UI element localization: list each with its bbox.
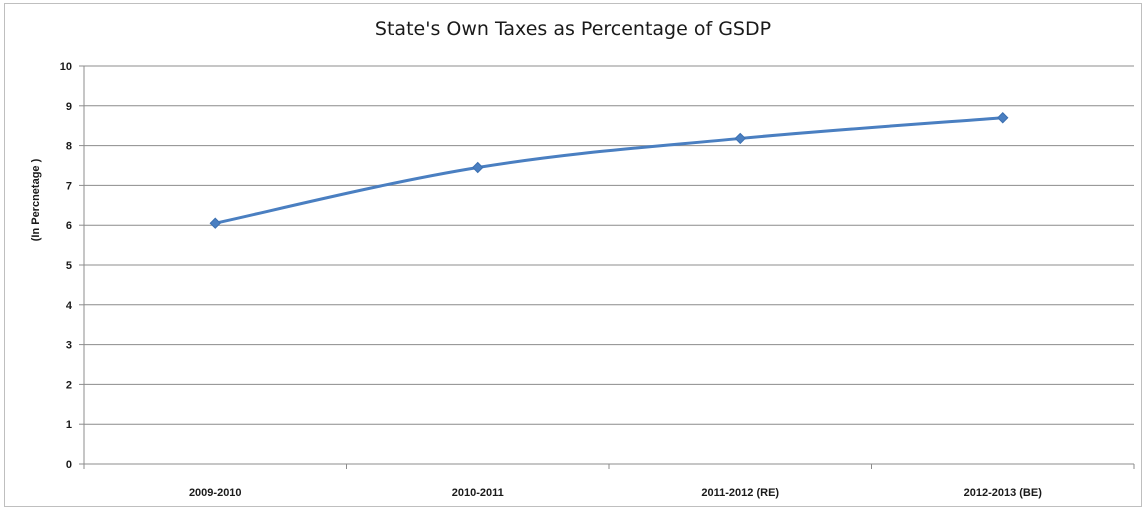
- data-point-marker: [472, 161, 484, 174]
- y-tick-label: 3: [66, 340, 72, 352]
- y-tick-label: 0: [66, 459, 72, 471]
- x-tick-label: 2012-2013 (BE): [964, 487, 1043, 499]
- gridlines: [79, 65, 1134, 465]
- y-tick-label: 6: [66, 220, 72, 232]
- x-tick-label: 2011-2012 (RE): [701, 487, 779, 499]
- data-point-marker: [734, 132, 746, 145]
- chart-title: State's Own Taxes as Percentage of GSDP: [374, 18, 772, 40]
- y-tick-label: 2: [66, 379, 72, 391]
- series-group: [209, 112, 1009, 229]
- y-tick-label: 9: [66, 101, 72, 113]
- x-tick-label: 2009-2010: [189, 487, 242, 499]
- x-tick-labels: 2009-2010 2010-2011 2011-2012 (RE) 2012-201…: [189, 487, 1042, 499]
- y-tick-label: 4: [66, 300, 73, 312]
- y-tick-labels: 0 1 2 3 4 5 6 7 8 9 10: [60, 61, 73, 471]
- y-tick-label: 10: [60, 61, 72, 73]
- y-tick-label: 8: [66, 141, 72, 153]
- data-point-marker: [997, 112, 1009, 124]
- x-tick-label: 2010-2011: [452, 487, 504, 499]
- y-tick-label: 7: [66, 180, 72, 192]
- chart-frame: [4, 3, 1142, 507]
- y-tick-label: 1: [66, 419, 72, 431]
- data-point-marker: [209, 217, 221, 229]
- y-tick-label: 5: [66, 260, 72, 272]
- x-axis: [83, 66, 1135, 469]
- series-line: [214, 116, 1003, 225]
